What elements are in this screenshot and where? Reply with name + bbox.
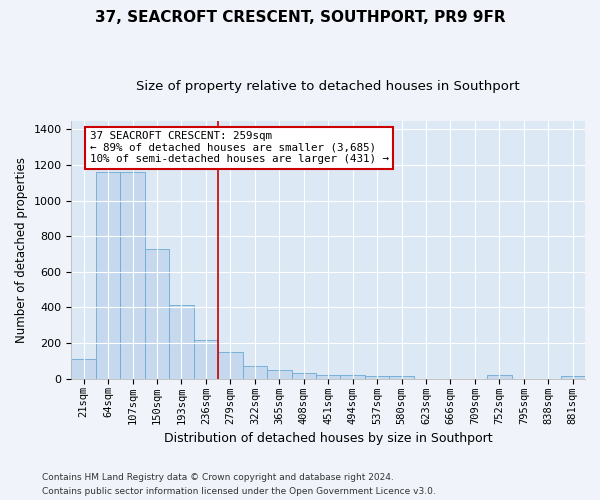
Bar bbox=[121, 172, 145, 378]
Bar bbox=[365, 376, 389, 378]
Bar bbox=[71, 360, 96, 378]
Bar bbox=[194, 340, 218, 378]
Text: 37 SEACROFT CRESCENT: 259sqm
← 89% of detached houses are smaller (3,685)
10% of: 37 SEACROFT CRESCENT: 259sqm ← 89% of de… bbox=[90, 131, 389, 164]
Text: Contains public sector information licensed under the Open Government Licence v3: Contains public sector information licen… bbox=[42, 488, 436, 496]
Bar bbox=[267, 370, 292, 378]
Bar bbox=[169, 304, 194, 378]
X-axis label: Distribution of detached houses by size in Southport: Distribution of detached houses by size … bbox=[164, 432, 493, 445]
Bar bbox=[96, 172, 121, 378]
Bar bbox=[389, 376, 414, 378]
Y-axis label: Number of detached properties: Number of detached properties bbox=[15, 156, 28, 342]
Bar bbox=[316, 375, 340, 378]
Text: Contains HM Land Registry data © Crown copyright and database right 2024.: Contains HM Land Registry data © Crown c… bbox=[42, 472, 394, 482]
Bar bbox=[560, 376, 585, 378]
Bar bbox=[340, 375, 365, 378]
Title: Size of property relative to detached houses in Southport: Size of property relative to detached ho… bbox=[136, 80, 520, 93]
Bar bbox=[292, 373, 316, 378]
Bar bbox=[242, 366, 267, 378]
Text: 37, SEACROFT CRESCENT, SOUTHPORT, PR9 9FR: 37, SEACROFT CRESCENT, SOUTHPORT, PR9 9F… bbox=[95, 10, 505, 25]
Bar bbox=[218, 352, 242, 378]
Bar bbox=[145, 248, 169, 378]
Bar bbox=[487, 375, 512, 378]
